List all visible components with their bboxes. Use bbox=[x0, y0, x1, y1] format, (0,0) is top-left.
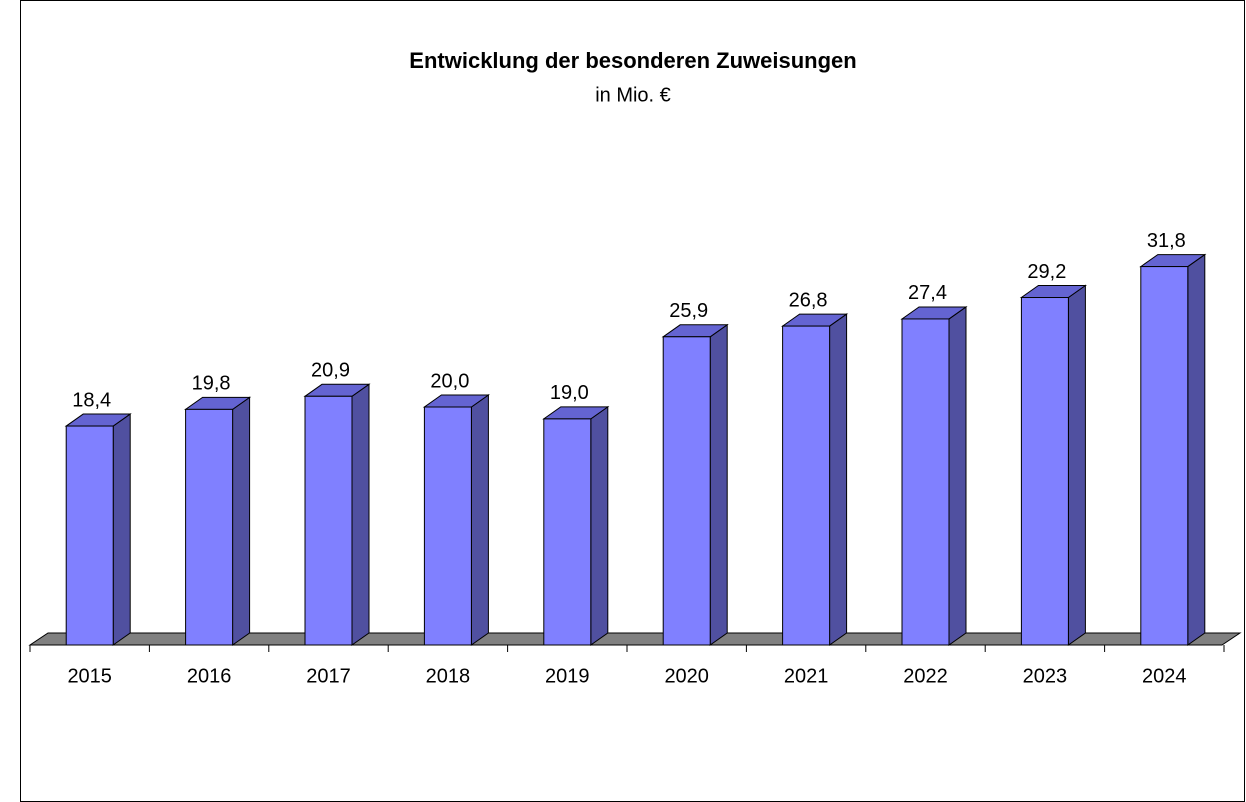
bar-side bbox=[351, 383, 370, 646]
bar bbox=[782, 325, 831, 646]
x-tick-label: 2023 bbox=[1023, 665, 1068, 687]
value-label: 31,8 bbox=[1147, 230, 1186, 252]
bar-side bbox=[232, 396, 251, 646]
x-tick-label: 2015 bbox=[67, 665, 112, 687]
bar-side bbox=[948, 305, 967, 646]
chart-title: Entwicklung der besonderen Zuweisungen bbox=[409, 48, 856, 73]
x-tick-label: 2020 bbox=[664, 665, 709, 687]
bar bbox=[304, 395, 353, 646]
bar bbox=[65, 425, 114, 646]
bar-side bbox=[112, 413, 131, 646]
value-label: 27,4 bbox=[908, 282, 947, 304]
bar-side bbox=[590, 405, 609, 646]
bar-side bbox=[470, 394, 489, 646]
x-tick-label: 2018 bbox=[426, 665, 471, 687]
value-label: 18,4 bbox=[72, 389, 111, 411]
bar bbox=[1140, 266, 1189, 646]
bar bbox=[1020, 297, 1069, 646]
bar bbox=[423, 406, 472, 646]
bar-side bbox=[1067, 284, 1086, 646]
x-tick-label: 2017 bbox=[306, 665, 351, 687]
x-tick-label: 2016 bbox=[187, 665, 232, 687]
value-label: 20,0 bbox=[430, 370, 469, 392]
x-tick-label: 2024 bbox=[1142, 665, 1187, 687]
bar-side bbox=[829, 313, 848, 646]
value-label: 19,8 bbox=[192, 373, 231, 395]
value-label: 29,2 bbox=[1027, 261, 1066, 283]
value-label: 26,8 bbox=[789, 289, 828, 311]
value-label: 25,9 bbox=[669, 300, 708, 322]
bar bbox=[185, 408, 234, 646]
bar-side bbox=[709, 323, 728, 646]
value-label: 19,0 bbox=[550, 382, 589, 404]
x-tick-label: 2019 bbox=[545, 665, 590, 687]
chart-subtitle: in Mio. € bbox=[595, 84, 671, 106]
bar bbox=[901, 318, 950, 646]
bar-side bbox=[1187, 253, 1206, 646]
x-tick-label: 2022 bbox=[903, 665, 948, 687]
bar bbox=[543, 418, 592, 646]
bar bbox=[662, 336, 711, 646]
value-label: 20,9 bbox=[311, 360, 350, 382]
x-tick-label: 2021 bbox=[784, 665, 829, 687]
